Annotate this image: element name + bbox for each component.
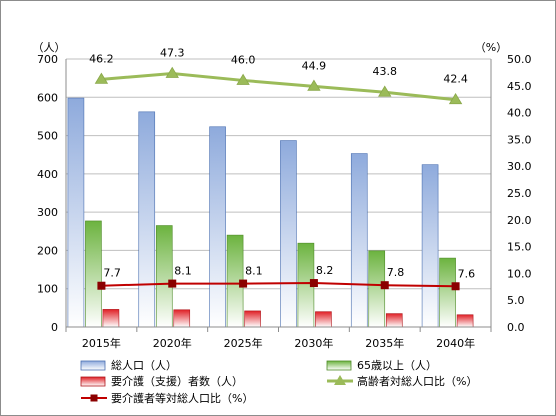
bar-total-population (350, 153, 368, 328)
care-ratio-label: 7.7 (103, 267, 121, 280)
x-tick-label: 2025年 (224, 336, 263, 350)
bar-total-population (138, 111, 156, 328)
y-left-tick-label: 400 (37, 168, 58, 181)
y-right-tick-label: 5.0 (507, 294, 525, 307)
bar-care-recipients (173, 309, 191, 328)
y-left-tick-label: 700 (37, 53, 58, 66)
legend-care-recipients: 要介護（支援）者数（人） (80, 374, 243, 388)
legend-total-population: 総人口（人） (80, 358, 177, 372)
elderly-ratio-label: 46.0 (231, 53, 256, 66)
legend-age65-plus: 65歳以上（人） (326, 359, 437, 372)
elderly-ratio-marker (448, 92, 463, 105)
y-left-tick-label: 600 (37, 91, 58, 104)
x-tick-label: 2020年 (153, 336, 192, 350)
care-ratio-label: 8.1 (245, 265, 262, 278)
elderly-ratio-label: 46.2 (89, 52, 114, 65)
legend-care-ratio-marker (90, 394, 98, 402)
legend-care-ratio: 要介護者等対総人口比（%） (81, 391, 253, 405)
bar-care-recipients (102, 309, 120, 328)
y-right-tick-label: 10.0 (507, 267, 532, 280)
x-tick-label: 2035年 (365, 336, 404, 350)
y-right-unit: （%） (475, 41, 507, 54)
y-right-tick-label: 25.0 (507, 187, 532, 200)
lines: 46.2 47.3 46.0 44.9 43.8 42.4 7.7 8.1 8.1 8.2 7.8 7… (89, 46, 476, 291)
care-ratio-label: 7.8 (387, 266, 405, 279)
care-ratio-marker (168, 279, 177, 288)
bar-age65-plus (155, 225, 173, 328)
care-ratio-label: 7.6 (458, 267, 476, 280)
y-right-tick-label: 35.0 (507, 133, 532, 146)
y-left-tick-label: 0 (51, 321, 58, 334)
elderly-ratio-marker (94, 72, 109, 84)
bar-care-recipients (315, 311, 332, 328)
axes: 0 100 200 300 400 500 600 700 0.0 5.0 10.0 15.0 20.0… (33, 41, 532, 350)
bar-age65-plus (439, 257, 456, 328)
y-left-unit: （人） (33, 41, 66, 54)
care-ratio-marker (309, 279, 318, 288)
bar-total-population (209, 126, 226, 328)
elderly-ratio-line (101, 71, 456, 102)
y-left-tick-label: 500 (37, 130, 58, 143)
bar-care-recipients (456, 314, 474, 328)
legend-elderly-ratio-label: 高齢者対総人口比（%） (357, 374, 477, 388)
y-right-tick-label: 40.0 (507, 107, 532, 120)
y-right-tick-label: 30.0 (507, 160, 532, 173)
elderly-ratio-marker (307, 79, 321, 91)
legend-elderly-ratio: 高齢者対総人口比（%） (327, 374, 477, 388)
legend-care-recipients-label: 要介護（支援）者数（人） (111, 374, 243, 388)
legend-age65-plus-label: 65歳以上（人） (357, 359, 437, 372)
elderly-ratio-label: 44.9 (302, 59, 327, 72)
x-tick-label: 2040年 (436, 336, 475, 350)
legend-care-recipients-swatch (80, 376, 106, 387)
bar-total-population (421, 164, 439, 328)
elderly-ratio-marker (165, 66, 179, 78)
bar-age65-plus (85, 220, 102, 328)
y-right-tick-label: 20.0 (507, 214, 532, 227)
elderly-ratio-marker (236, 73, 250, 85)
x-tick-label: 2015年 (82, 336, 121, 350)
elderly-ratio-label: 42.4 (443, 73, 468, 86)
care-ratio-marker (380, 281, 389, 290)
legend-total-population-swatch (80, 360, 106, 371)
care-ratio-label: 8.1 (174, 265, 192, 278)
x-tick-label: 2030年 (294, 336, 333, 350)
legend-age65-plus-swatch (326, 360, 352, 371)
y-right-tick-label: 45.0 (507, 80, 532, 93)
legend-care-ratio-label: 要介護者等対総人口比（%） (111, 391, 253, 405)
legend-total-population-label: 総人口（人） (111, 358, 177, 372)
y-left-tick-label: 200 (37, 244, 58, 257)
y-right-tick-label: 0.0 (507, 321, 525, 334)
y-left-tick-label: 100 (37, 283, 58, 296)
legend-elderly-ratio-marker (334, 375, 346, 385)
y-right-tick-label: 15.0 (507, 241, 532, 254)
gridlines (66, 58, 491, 328)
elderly-ratio-label: 47.3 (160, 46, 185, 59)
care-ratio-line (101, 282, 456, 288)
bar-total-population (280, 140, 297, 328)
bar-total-population (67, 97, 85, 328)
care-ratio-marker (97, 281, 106, 290)
bar-care-recipients (385, 313, 403, 328)
care-ratio-marker (451, 282, 460, 291)
legend: 総人口（人） 65歳以上（人） 要介護（支援）者数（人） 高齢者対総人口比（%） 要介護… (80, 358, 477, 405)
elderly-ratio-label: 43.8 (373, 65, 398, 78)
care-ratio-label: 8.2 (316, 264, 334, 277)
care-ratio-marker (239, 279, 248, 288)
y-right-tick-label: 50.0 (507, 53, 532, 66)
elderly-ratio-marker (378, 85, 392, 97)
bar-care-recipients (244, 310, 261, 328)
y-left-tick-label: 300 (37, 206, 58, 219)
